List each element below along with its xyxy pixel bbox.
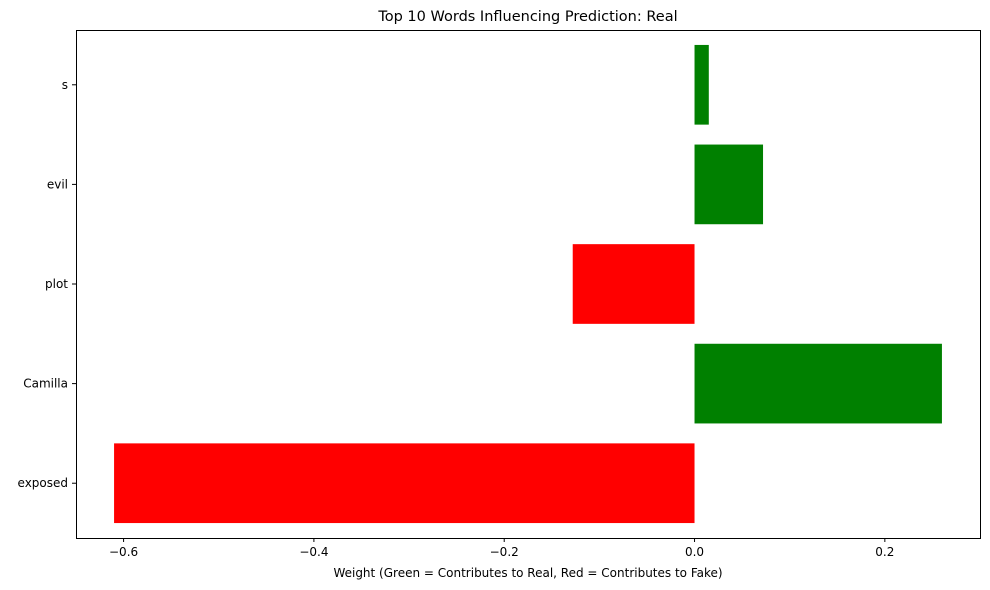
plot-frame: [76, 30, 981, 539]
x-tick-label: 0.0: [685, 545, 704, 559]
bar-evil: [694, 144, 764, 225]
bars-group: [114, 44, 942, 524]
x-tick-label: −0.6: [109, 545, 138, 559]
y-tick-label: exposed: [18, 476, 68, 490]
bar-plot: [572, 244, 695, 324]
y-axis: s evil plot Camilla exposed: [18, 78, 76, 490]
x-tick-label: 0.2: [875, 545, 894, 559]
bar-exposed: [114, 443, 695, 524]
y-tick-label: Camilla: [23, 377, 68, 391]
x-axis: −0.6 −0.4 −0.2 0.0 0.2: [109, 538, 894, 559]
y-tick-label: evil: [47, 177, 68, 191]
x-tick-label: −0.4: [299, 545, 328, 559]
bar-s: [694, 44, 709, 125]
x-axis-label: Weight (Green = Contributes to Real, Red…: [333, 566, 722, 580]
x-tick-label: −0.2: [490, 545, 519, 559]
y-tick-label: s: [62, 78, 68, 92]
y-tick-label: plot: [45, 277, 68, 291]
chart-title: Top 10 Words Influencing Prediction: Rea…: [377, 9, 677, 25]
bar-camilla: [694, 343, 942, 424]
